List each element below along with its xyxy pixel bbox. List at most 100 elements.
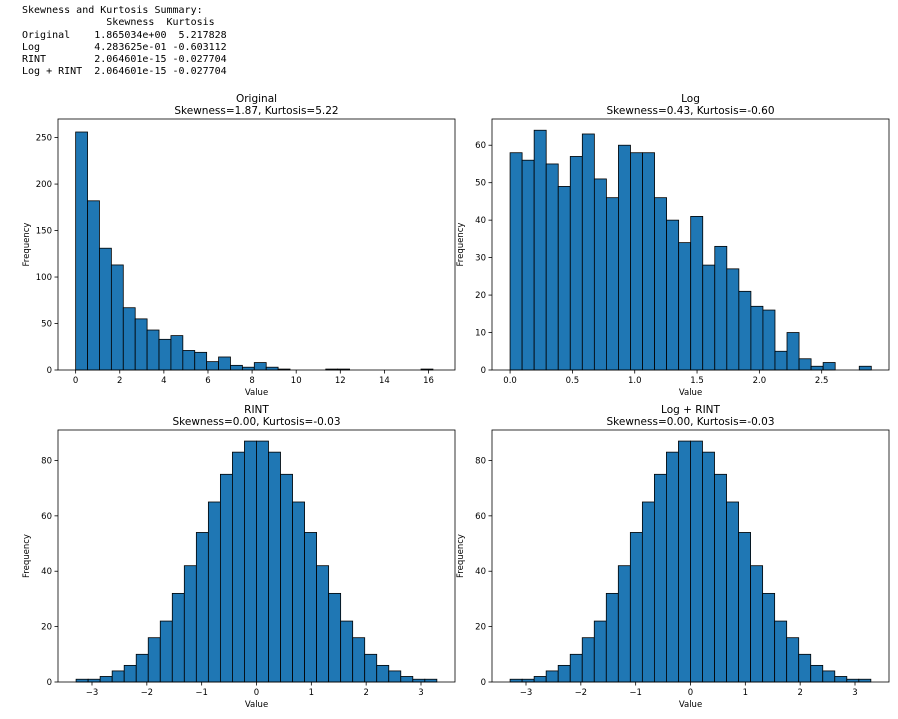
- histogram-bar: [690, 216, 704, 371]
- histogram-bar: [545, 670, 559, 683]
- histogram-bar: [593, 620, 607, 683]
- histogram-bar: [268, 451, 281, 683]
- y-tick-label: 50: [475, 179, 486, 189]
- histogram-bar: [606, 197, 619, 371]
- histogram-bar: [557, 186, 571, 371]
- histogram-bar: [521, 159, 535, 371]
- y-tick-label: 20: [41, 623, 52, 633]
- x-tick-label: 8: [249, 376, 254, 386]
- histogram-bar: [858, 365, 872, 371]
- histogram-bar: [256, 440, 269, 683]
- histogram-bar: [618, 144, 631, 371]
- histogram-bar: [158, 338, 172, 371]
- histogram-bar: [750, 565, 764, 683]
- x-tick-label: 6: [205, 376, 210, 386]
- histogram-bar: [786, 637, 800, 683]
- x-tick-label: −2: [141, 688, 154, 698]
- histogram-bar: [702, 451, 715, 683]
- histogram-bar: [569, 653, 583, 683]
- histogram-bar: [533, 129, 547, 371]
- y-tick-label: 20: [475, 623, 486, 633]
- histogram-bar: [87, 678, 101, 683]
- y-tick-label: 150: [36, 227, 52, 237]
- y-tick-label: 200: [36, 180, 52, 190]
- x-tick-label: 0: [73, 376, 78, 386]
- x-axis-label: Value: [245, 388, 268, 398]
- histogram-bar: [605, 592, 619, 683]
- histogram-bar: [316, 565, 330, 683]
- histogram-bar: [171, 592, 185, 683]
- histogram-bar: [593, 178, 607, 371]
- histogram-bar: [134, 318, 148, 371]
- histogram-bar: [182, 350, 196, 371]
- histogram-bar: [810, 365, 824, 371]
- histogram-bar: [183, 565, 197, 683]
- histogram-bar: [762, 309, 776, 371]
- histogram-bar: [244, 440, 257, 683]
- histogram-bar: [630, 152, 643, 371]
- histogram-bar: [581, 133, 595, 371]
- histogram-bar: [146, 329, 160, 371]
- histogram-bar: [241, 366, 255, 371]
- histogram-bar: [364, 653, 378, 683]
- histogram-bar: [545, 163, 559, 371]
- y-tick-label: 0: [47, 366, 52, 376]
- histogram-bar: [400, 676, 414, 683]
- x-tick-label: 2: [117, 376, 122, 386]
- histogram-bar: [702, 264, 716, 371]
- x-tick-label: 10: [291, 376, 302, 386]
- histogram-bar: [509, 678, 523, 683]
- histogram-bar: [509, 152, 523, 371]
- histogram-bar: [533, 676, 547, 683]
- chart-title: Original: [236, 93, 277, 105]
- y-tick-label: 100: [36, 273, 52, 283]
- histogram-bar: [75, 678, 89, 683]
- y-tick-label: 40: [475, 567, 486, 577]
- chart-subtitle: Skewness=0.00, Kurtosis=-0.03: [172, 416, 340, 428]
- histogram-bar: [230, 364, 243, 371]
- histogram-bar: [376, 664, 390, 683]
- histogram-bar: [521, 678, 535, 683]
- histogram-bar: [581, 637, 595, 683]
- histogram-bar: [654, 197, 668, 371]
- histogram-bar: [388, 670, 402, 683]
- summary-table: Skewness and Kurtosis Summary: Skewness …: [22, 5, 227, 79]
- x-tick-label: 14: [379, 376, 390, 386]
- x-tick-label: −1: [195, 688, 208, 698]
- histogram-bar: [110, 264, 124, 371]
- histogram-bar: [629, 532, 643, 683]
- histogram-bar: [774, 350, 788, 371]
- x-tick-label: 0.5: [566, 376, 580, 386]
- histogram-bar: [822, 362, 836, 371]
- histogram-bar: [304, 532, 317, 683]
- y-tick-label: 30: [475, 254, 486, 264]
- y-tick-label: 0: [47, 678, 52, 688]
- x-tick-label: −1: [629, 688, 642, 698]
- histogram-bar: [412, 678, 426, 683]
- histogram-bar: [123, 664, 137, 683]
- histogram-bar: [726, 501, 739, 683]
- summary-row-log: Log 4.283625e-01 -0.603112: [22, 41, 227, 53]
- histogram-bar: [280, 473, 293, 683]
- histogram-bar: [194, 351, 208, 371]
- x-tick-label: 2: [363, 688, 368, 698]
- histogram-bar: [99, 676, 113, 683]
- histogram-bar: [328, 592, 342, 683]
- summary-row-original: Original 1.865034e+00 5.217828: [22, 29, 227, 41]
- histogram-bar: [340, 620, 354, 683]
- histogram-bar: [111, 670, 125, 683]
- histogram-bar: [218, 356, 231, 371]
- histogram-bar: [762, 592, 776, 683]
- histogram-bar: [738, 532, 751, 683]
- histogram-bar: [195, 532, 209, 683]
- x-tick-label: 1: [309, 688, 314, 698]
- y-axis-label: Frequency: [456, 534, 466, 578]
- y-tick-label: 60: [41, 512, 52, 522]
- histogram-bar: [786, 332, 800, 371]
- histogram-bar: [292, 501, 305, 683]
- x-tick-label: 4: [161, 376, 166, 386]
- x-tick-label: −3: [86, 688, 99, 698]
- histogram-bar: [750, 305, 764, 371]
- y-tick-label: 40: [475, 216, 486, 226]
- histogram-bar: [822, 670, 836, 683]
